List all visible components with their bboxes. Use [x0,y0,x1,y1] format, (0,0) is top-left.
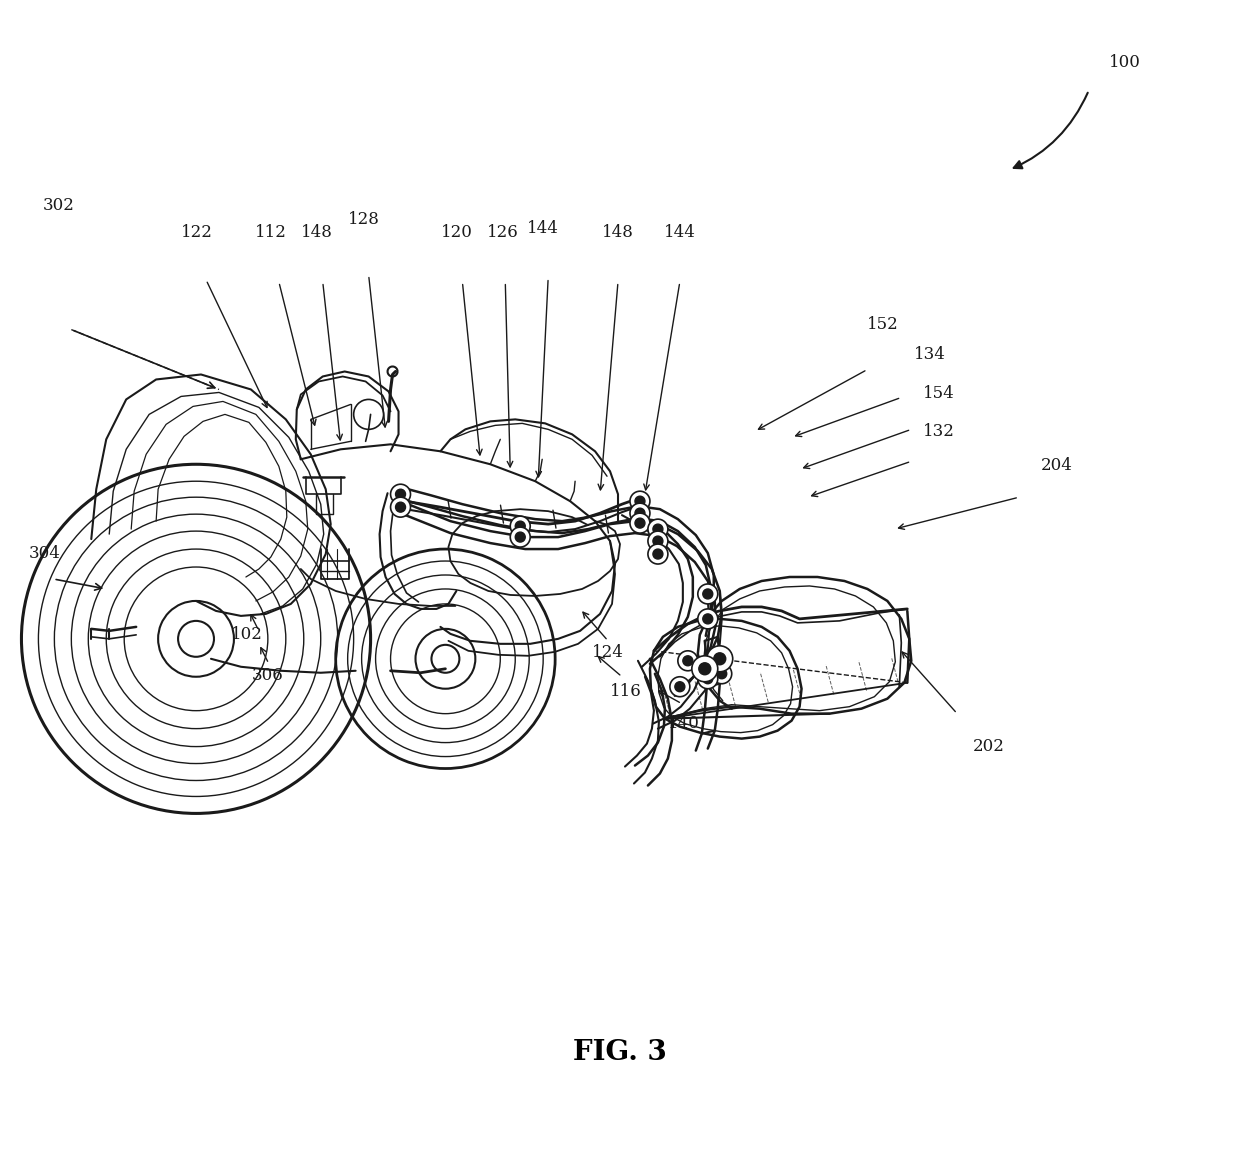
Text: 122: 122 [181,224,213,241]
Text: 140: 140 [668,715,701,732]
Circle shape [675,681,684,692]
Text: 202: 202 [972,738,1004,755]
Circle shape [717,669,727,679]
Circle shape [653,537,663,546]
Circle shape [703,589,713,599]
Circle shape [698,584,718,604]
Circle shape [683,656,693,665]
Circle shape [653,549,663,560]
Text: 132: 132 [923,423,955,440]
Circle shape [707,646,733,672]
Text: 102: 102 [231,625,263,642]
Circle shape [692,656,718,681]
Text: 306: 306 [252,666,283,684]
Circle shape [653,524,663,534]
Text: 304: 304 [29,546,61,562]
Circle shape [516,532,526,542]
Circle shape [703,589,713,599]
Circle shape [675,681,684,692]
Circle shape [699,663,711,674]
Circle shape [630,514,650,533]
Circle shape [653,549,663,560]
Text: 134: 134 [914,346,946,363]
Circle shape [516,522,526,531]
Circle shape [630,492,650,511]
Circle shape [516,522,526,531]
Text: 144: 144 [663,224,696,241]
Circle shape [635,518,645,529]
Text: 124: 124 [591,643,624,661]
Text: 126: 126 [486,224,518,241]
Text: 120: 120 [440,224,472,241]
Text: 100: 100 [1109,54,1141,70]
Circle shape [635,508,645,518]
Text: 154: 154 [923,385,955,402]
Circle shape [653,524,663,534]
Circle shape [683,656,693,665]
Circle shape [717,669,727,679]
Text: 152: 152 [868,316,899,333]
Circle shape [649,545,668,564]
Circle shape [703,614,713,624]
Circle shape [635,518,645,529]
Text: 116: 116 [610,683,642,700]
Circle shape [516,532,526,542]
Circle shape [698,669,718,688]
Circle shape [698,609,718,629]
Text: 204: 204 [1040,457,1073,475]
Circle shape [511,527,531,547]
Circle shape [703,673,713,684]
Text: 144: 144 [527,219,559,237]
Circle shape [703,614,713,624]
Circle shape [630,503,650,523]
Circle shape [653,537,663,546]
Circle shape [678,650,698,671]
Circle shape [396,489,405,499]
Circle shape [396,502,405,512]
Text: 148: 148 [301,224,332,241]
Circle shape [670,677,689,696]
Circle shape [391,498,410,517]
Circle shape [511,516,531,537]
Circle shape [396,502,405,512]
Circle shape [635,496,645,507]
Circle shape [703,673,713,684]
Circle shape [649,531,668,552]
Text: 302: 302 [42,196,74,214]
Text: FIG. 3: FIG. 3 [573,1040,667,1066]
Circle shape [391,484,410,504]
Circle shape [649,519,668,539]
Circle shape [714,653,725,665]
Text: 112: 112 [255,224,288,241]
Text: 128: 128 [348,210,379,228]
Circle shape [712,664,732,684]
Circle shape [635,508,645,518]
Text: 148: 148 [601,224,634,241]
Circle shape [396,489,405,499]
Circle shape [635,496,645,507]
